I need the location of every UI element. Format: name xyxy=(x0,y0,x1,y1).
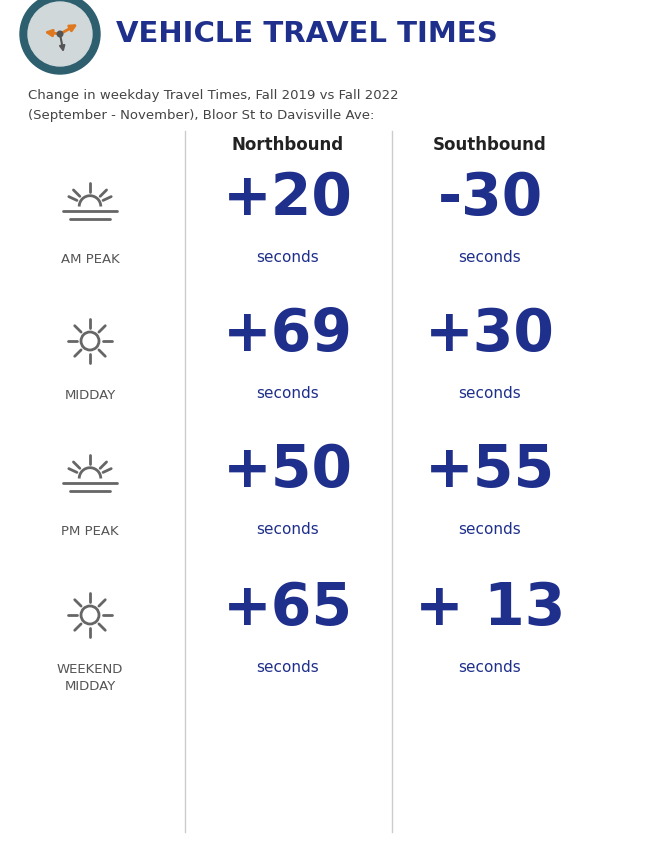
Text: AM PEAK: AM PEAK xyxy=(61,253,119,266)
Text: +69: +69 xyxy=(223,307,353,363)
Circle shape xyxy=(20,0,100,74)
Circle shape xyxy=(28,2,92,66)
Text: + 13: + 13 xyxy=(415,581,565,637)
Text: seconds: seconds xyxy=(257,521,319,537)
Text: Northbound: Northbound xyxy=(232,136,344,154)
Text: seconds: seconds xyxy=(458,386,522,401)
Text: seconds: seconds xyxy=(257,250,319,264)
Text: +55: +55 xyxy=(425,442,555,499)
Text: seconds: seconds xyxy=(458,250,522,264)
Text: +65: +65 xyxy=(223,581,353,637)
Text: seconds: seconds xyxy=(458,660,522,675)
Text: (September - November), Bloor St to Davisville Ave:: (September - November), Bloor St to Davi… xyxy=(28,108,374,121)
Text: WEEKEND
MIDDAY: WEEKEND MIDDAY xyxy=(57,663,123,693)
Text: PM PEAK: PM PEAK xyxy=(61,525,119,538)
Text: seconds: seconds xyxy=(257,660,319,675)
Text: +50: +50 xyxy=(223,442,353,499)
Text: seconds: seconds xyxy=(458,521,522,537)
Text: Southbound: Southbound xyxy=(433,136,547,154)
Text: Change in weekday Travel Times, Fall 2019 vs Fall 2022: Change in weekday Travel Times, Fall 201… xyxy=(28,88,398,101)
Text: VEHICLE TRAVEL TIMES: VEHICLE TRAVEL TIMES xyxy=(116,20,497,48)
Circle shape xyxy=(57,31,63,36)
Text: MIDDAY: MIDDAY xyxy=(65,389,115,402)
Text: +30: +30 xyxy=(425,307,555,363)
Text: seconds: seconds xyxy=(257,386,319,401)
Text: -30: -30 xyxy=(437,171,542,227)
Text: +20: +20 xyxy=(223,171,353,227)
